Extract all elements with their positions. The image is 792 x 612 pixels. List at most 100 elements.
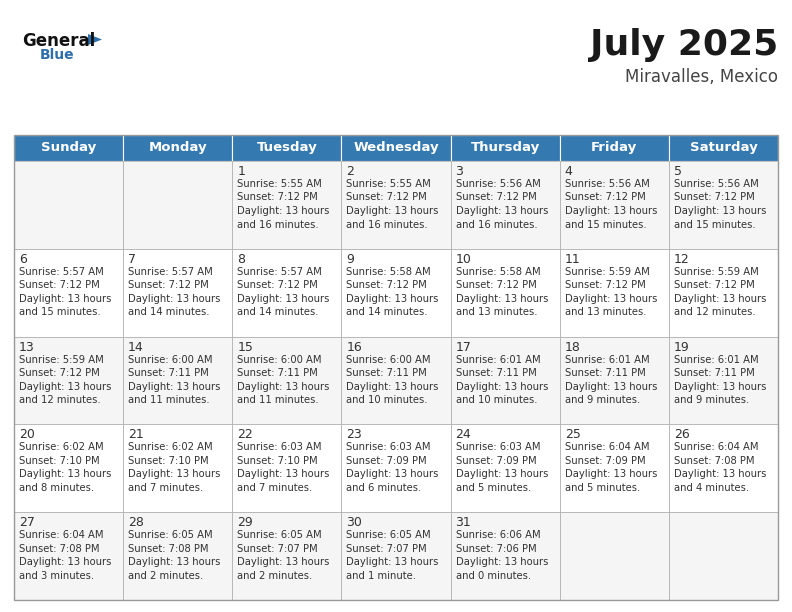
Text: Sunset: 7:12 PM: Sunset: 7:12 PM [455,193,536,203]
Text: Tuesday: Tuesday [257,141,318,154]
Text: Daylight: 13 hours: Daylight: 13 hours [128,294,220,304]
Text: 12: 12 [674,253,690,266]
Text: Sunrise: 5:57 AM: Sunrise: 5:57 AM [19,267,104,277]
Text: Sunday: Sunday [41,141,96,154]
Text: 10: 10 [455,253,471,266]
Text: and 2 minutes.: and 2 minutes. [238,571,313,581]
Bar [232,161,341,249]
Text: Friday: Friday [591,141,638,154]
Bar [123,424,232,512]
Text: and 4 minutes.: and 4 minutes. [674,483,749,493]
Text: Daylight: 13 hours: Daylight: 13 hours [346,206,439,216]
Text: and 5 minutes.: and 5 minutes. [455,483,531,493]
Text: Sunset: 7:06 PM: Sunset: 7:06 PM [455,543,536,554]
Text: Sunrise: 5:58 AM: Sunrise: 5:58 AM [346,267,431,277]
Bar [232,424,341,512]
Text: Daylight: 13 hours: Daylight: 13 hours [455,469,548,479]
Text: and 16 minutes.: and 16 minutes. [238,220,319,230]
Text: Sunrise: 6:00 AM: Sunrise: 6:00 AM [128,354,212,365]
Text: 19: 19 [674,341,690,354]
Text: Thursday: Thursday [470,141,540,154]
Text: and 15 minutes.: and 15 minutes. [565,220,646,230]
Text: Sunrise: 6:02 AM: Sunrise: 6:02 AM [128,442,213,452]
Text: Sunrise: 5:59 AM: Sunrise: 5:59 AM [565,267,649,277]
Text: 20: 20 [19,428,35,441]
Text: Sunrise: 6:03 AM: Sunrise: 6:03 AM [346,442,431,452]
Bar [560,249,669,337]
Bar [669,337,778,424]
Text: 21: 21 [128,428,144,441]
Text: and 13 minutes.: and 13 minutes. [565,307,646,317]
Text: and 11 minutes.: and 11 minutes. [238,395,319,405]
Text: Sunset: 7:07 PM: Sunset: 7:07 PM [238,543,318,554]
Text: and 15 minutes.: and 15 minutes. [19,307,101,317]
Text: and 1 minute.: and 1 minute. [346,571,417,581]
Text: Sunset: 7:12 PM: Sunset: 7:12 PM [674,280,755,290]
Text: 4: 4 [565,165,573,178]
Text: 8: 8 [238,253,246,266]
Bar [341,249,451,337]
Text: Sunset: 7:11 PM: Sunset: 7:11 PM [565,368,645,378]
Text: Daylight: 13 hours: Daylight: 13 hours [674,469,766,479]
Text: and 10 minutes.: and 10 minutes. [455,395,537,405]
Text: Daylight: 13 hours: Daylight: 13 hours [455,206,548,216]
Text: Daylight: 13 hours: Daylight: 13 hours [674,382,766,392]
Text: Sunrise: 5:58 AM: Sunrise: 5:58 AM [455,267,540,277]
Text: Saturday: Saturday [690,141,757,154]
Bar [123,249,232,337]
Text: Sunrise: 6:03 AM: Sunrise: 6:03 AM [455,442,540,452]
Text: 30: 30 [346,516,362,529]
Bar [232,135,341,161]
Text: and 12 minutes.: and 12 minutes. [674,307,756,317]
Bar [14,249,123,337]
Text: Daylight: 13 hours: Daylight: 13 hours [346,469,439,479]
Text: 28: 28 [128,516,144,529]
Bar [560,337,669,424]
Bar [451,337,560,424]
Text: 13: 13 [19,341,35,354]
Text: 22: 22 [238,428,253,441]
Bar [669,424,778,512]
Text: Monday: Monday [148,141,207,154]
Text: and 12 minutes.: and 12 minutes. [19,395,101,405]
Text: and 7 minutes.: and 7 minutes. [128,483,204,493]
Text: 15: 15 [238,341,253,354]
Text: Sunrise: 5:55 AM: Sunrise: 5:55 AM [238,179,322,189]
Text: 18: 18 [565,341,581,354]
Text: and 14 minutes.: and 14 minutes. [128,307,210,317]
Text: Daylight: 13 hours: Daylight: 13 hours [346,382,439,392]
Text: Daylight: 13 hours: Daylight: 13 hours [674,206,766,216]
Text: Daylight: 13 hours: Daylight: 13 hours [346,557,439,567]
Text: 16: 16 [346,341,362,354]
Text: Blue: Blue [40,48,74,62]
Bar [669,135,778,161]
Text: Sunset: 7:10 PM: Sunset: 7:10 PM [128,456,209,466]
Text: Daylight: 13 hours: Daylight: 13 hours [238,469,329,479]
Text: Sunset: 7:12 PM: Sunset: 7:12 PM [565,280,645,290]
Text: Sunrise: 6:00 AM: Sunrise: 6:00 AM [238,354,322,365]
Text: Sunset: 7:08 PM: Sunset: 7:08 PM [674,456,754,466]
Text: and 9 minutes.: and 9 minutes. [674,395,749,405]
Text: Sunrise: 6:01 AM: Sunrise: 6:01 AM [674,354,759,365]
Bar [14,135,123,161]
Bar [123,135,232,161]
Text: and 16 minutes.: and 16 minutes. [455,220,537,230]
Text: Daylight: 13 hours: Daylight: 13 hours [455,382,548,392]
Text: and 6 minutes.: and 6 minutes. [346,483,421,493]
Text: 27: 27 [19,516,35,529]
Text: Sunrise: 5:59 AM: Sunrise: 5:59 AM [19,354,104,365]
Text: Daylight: 13 hours: Daylight: 13 hours [565,469,657,479]
Bar [669,512,778,600]
Text: Daylight: 13 hours: Daylight: 13 hours [19,469,112,479]
Text: Daylight: 13 hours: Daylight: 13 hours [128,469,220,479]
Text: Daylight: 13 hours: Daylight: 13 hours [19,294,112,304]
Text: Sunset: 7:12 PM: Sunset: 7:12 PM [19,280,100,290]
Text: 11: 11 [565,253,581,266]
Text: Daylight: 13 hours: Daylight: 13 hours [238,294,329,304]
Text: and 10 minutes.: and 10 minutes. [346,395,428,405]
Text: Sunset: 7:10 PM: Sunset: 7:10 PM [238,456,318,466]
Text: and 11 minutes.: and 11 minutes. [128,395,210,405]
Text: and 3 minutes.: and 3 minutes. [19,571,94,581]
Text: Sunset: 7:09 PM: Sunset: 7:09 PM [455,456,536,466]
Text: Daylight: 13 hours: Daylight: 13 hours [674,294,766,304]
